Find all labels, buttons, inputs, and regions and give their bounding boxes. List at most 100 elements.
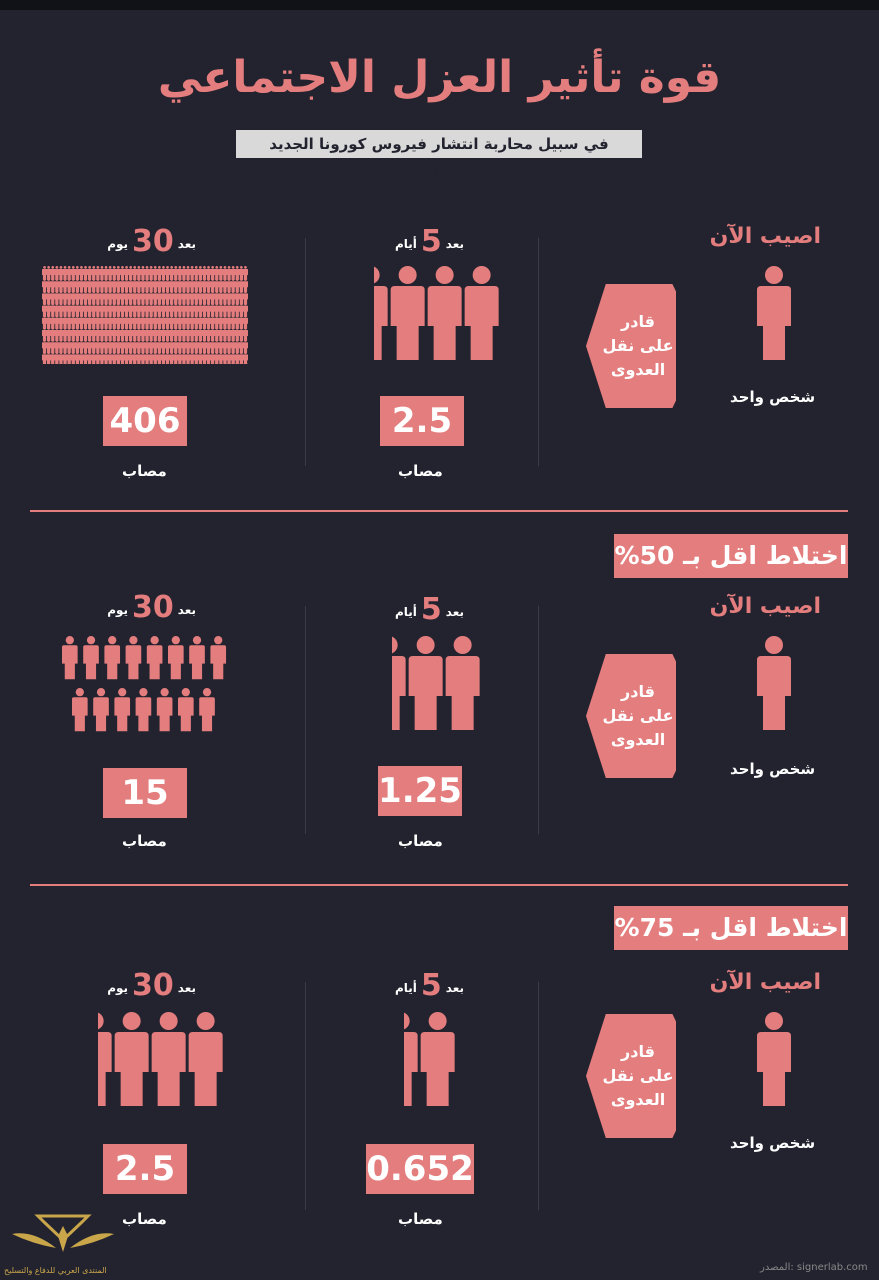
person-icon xyxy=(234,278,240,293)
person-icon xyxy=(42,278,48,293)
person-label: شخص واحد xyxy=(730,1134,816,1152)
person-icon xyxy=(156,278,162,293)
person-icon xyxy=(188,1012,223,1106)
column-divider xyxy=(538,606,539,834)
person-icon xyxy=(445,636,480,730)
person-icon xyxy=(140,266,146,281)
person-icon xyxy=(107,314,113,329)
person-icon xyxy=(152,302,158,317)
person-icon xyxy=(54,290,60,305)
person-icon xyxy=(189,339,195,354)
person-icon xyxy=(74,302,80,317)
person-icon xyxy=(214,290,220,305)
person-icon xyxy=(230,302,236,317)
person-icon xyxy=(98,1012,112,1106)
now-label: اصيب الآن xyxy=(709,594,821,619)
person-icon xyxy=(50,278,56,293)
person-icon xyxy=(193,339,199,354)
person-icon xyxy=(144,290,150,305)
person-icon xyxy=(230,266,236,281)
person-icon xyxy=(50,339,56,354)
person-icon xyxy=(156,327,162,342)
person-icon xyxy=(128,351,134,366)
person-icon xyxy=(107,351,113,366)
person-icon xyxy=(173,278,179,293)
person-icon xyxy=(230,290,236,305)
person-icon xyxy=(83,351,89,366)
person-icon xyxy=(111,302,117,317)
person-icon xyxy=(206,302,212,317)
person-icon xyxy=(242,314,248,329)
person-icon xyxy=(238,339,244,354)
person-icon xyxy=(148,339,154,354)
person-icon xyxy=(107,339,113,354)
person-icon xyxy=(206,266,212,281)
person-icon xyxy=(87,266,93,281)
person-icon xyxy=(201,290,207,305)
person-icon xyxy=(103,266,109,281)
person-icon xyxy=(128,266,134,281)
person-icon xyxy=(210,302,216,317)
person-icon xyxy=(218,290,224,305)
person-icon xyxy=(83,266,89,281)
person-icon xyxy=(189,327,195,342)
person-icon xyxy=(238,266,244,281)
person-icon xyxy=(132,266,138,281)
person-icon xyxy=(91,290,97,305)
value-box: 2.5 xyxy=(103,1144,187,1194)
person-icon xyxy=(140,302,146,317)
person-icon xyxy=(148,327,154,342)
person-icon xyxy=(214,314,220,329)
person-icon xyxy=(206,290,212,305)
person-icon xyxy=(152,266,158,281)
person-icon xyxy=(42,351,48,366)
person-icon xyxy=(177,351,183,366)
person-icon xyxy=(103,339,109,354)
person-icon xyxy=(78,266,84,281)
person-icon xyxy=(165,302,171,317)
person-icon xyxy=(160,314,166,329)
person-icon xyxy=(201,266,207,281)
person-icon xyxy=(58,314,64,329)
people-group-5-days xyxy=(374,266,502,366)
person-icon xyxy=(115,327,121,342)
transmit-arrow: قادر على نقل العدوى xyxy=(586,284,676,408)
person-icon xyxy=(238,314,244,329)
person-icon xyxy=(173,302,179,317)
person-icon xyxy=(757,1012,791,1106)
person-icon xyxy=(103,278,109,293)
person-icon xyxy=(115,266,121,281)
person-icon xyxy=(160,351,166,366)
person-icon xyxy=(74,290,80,305)
person-icon xyxy=(210,314,216,329)
person-icon xyxy=(193,314,199,329)
person-icon xyxy=(70,314,76,329)
person-icon xyxy=(189,636,205,680)
person-icon xyxy=(756,266,792,366)
person-icon xyxy=(70,327,76,342)
value-caption: مصاب xyxy=(398,462,443,480)
person-icon xyxy=(169,314,175,329)
person-icon xyxy=(95,266,101,281)
person-icon xyxy=(54,266,60,281)
person-icon xyxy=(210,290,216,305)
column-divider xyxy=(538,982,539,1210)
person-icon xyxy=(124,351,130,366)
person-icon xyxy=(756,1012,792,1112)
after-30-days-label: بعد30يوم xyxy=(107,590,196,625)
person-icon xyxy=(50,314,56,329)
person-icon xyxy=(66,266,72,281)
after-5-days-label: بعد5أيام xyxy=(394,968,464,1003)
person-icon xyxy=(70,290,76,305)
person-icon xyxy=(66,278,72,293)
person-icon xyxy=(169,266,175,281)
person-icon xyxy=(136,339,142,354)
person-icon xyxy=(181,351,187,366)
person-icon xyxy=(78,314,84,329)
person-icon xyxy=(132,351,138,366)
person-icon xyxy=(132,327,138,342)
person-icon xyxy=(234,290,240,305)
person-icon xyxy=(197,314,203,329)
person-icon xyxy=(58,339,64,354)
person-icon xyxy=(42,290,48,305)
